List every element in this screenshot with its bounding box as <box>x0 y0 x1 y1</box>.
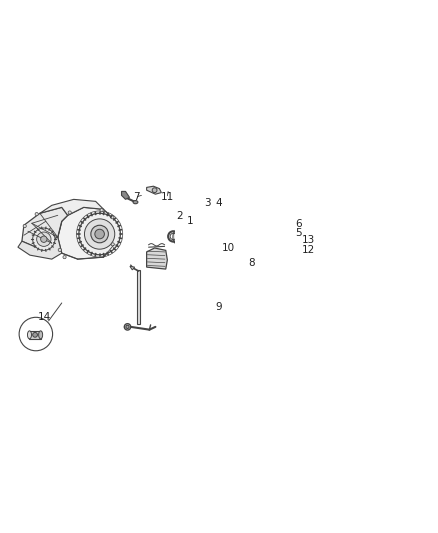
Circle shape <box>85 219 115 249</box>
Text: 13: 13 <box>301 235 314 245</box>
Ellipse shape <box>233 232 237 235</box>
Text: 5: 5 <box>296 228 302 238</box>
Text: 14: 14 <box>38 312 51 322</box>
Text: 11: 11 <box>161 192 174 203</box>
Text: 10: 10 <box>221 244 234 253</box>
Polygon shape <box>203 227 225 237</box>
Circle shape <box>35 213 38 216</box>
Polygon shape <box>121 191 130 199</box>
Ellipse shape <box>173 232 177 243</box>
Ellipse shape <box>196 232 200 243</box>
Circle shape <box>37 232 51 246</box>
Polygon shape <box>58 207 113 259</box>
Circle shape <box>126 325 129 328</box>
Circle shape <box>68 211 71 214</box>
Circle shape <box>33 333 38 337</box>
Bar <box>201 207 204 221</box>
Circle shape <box>211 229 217 236</box>
Text: 1: 1 <box>187 216 194 227</box>
Circle shape <box>201 219 205 223</box>
Ellipse shape <box>28 331 32 339</box>
Circle shape <box>23 224 26 228</box>
Circle shape <box>111 216 114 219</box>
Circle shape <box>152 188 157 192</box>
Circle shape <box>79 213 120 255</box>
Bar <box>227 232 235 235</box>
Circle shape <box>41 236 47 243</box>
Circle shape <box>124 324 131 330</box>
Polygon shape <box>147 248 167 269</box>
Polygon shape <box>211 220 219 226</box>
Text: 6: 6 <box>296 220 302 230</box>
Polygon shape <box>18 237 62 259</box>
Polygon shape <box>22 207 68 247</box>
Ellipse shape <box>39 331 42 339</box>
Circle shape <box>33 228 55 251</box>
Polygon shape <box>147 186 161 194</box>
Circle shape <box>95 229 104 239</box>
Bar <box>137 270 140 324</box>
Circle shape <box>58 248 61 252</box>
Text: 9: 9 <box>215 302 222 312</box>
Circle shape <box>63 255 66 259</box>
Circle shape <box>100 208 103 212</box>
Polygon shape <box>130 266 134 270</box>
Circle shape <box>91 225 108 243</box>
Text: 7: 7 <box>133 191 140 201</box>
Text: 8: 8 <box>248 258 255 268</box>
Bar <box>175 232 198 243</box>
Polygon shape <box>40 199 104 215</box>
Circle shape <box>111 243 114 246</box>
Bar <box>29 331 41 339</box>
Text: 12: 12 <box>301 245 314 255</box>
Text: 4: 4 <box>216 198 223 208</box>
Text: 2: 2 <box>176 211 183 221</box>
Ellipse shape <box>133 200 138 204</box>
Text: 3: 3 <box>204 198 211 208</box>
